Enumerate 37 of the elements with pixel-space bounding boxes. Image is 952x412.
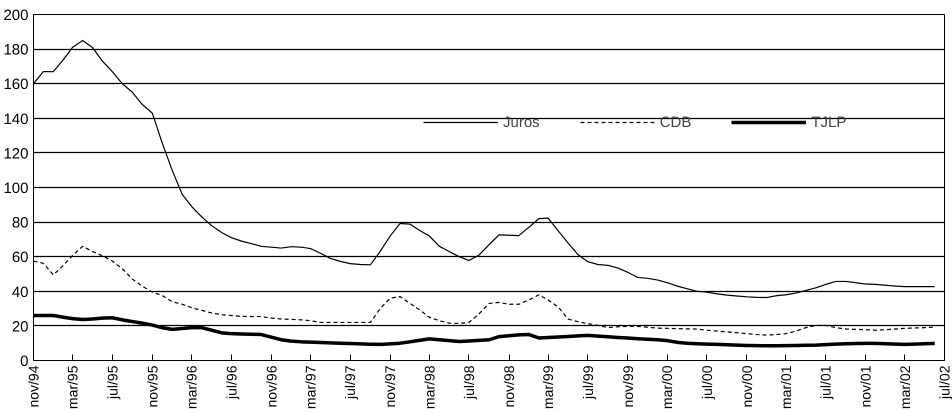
x-tick-label: nov/95 [144,365,160,408]
legend-label: TJLP [811,114,846,130]
x-tick-label: mar/95 [64,365,81,410]
x-tick-label: mar/01 [778,365,794,410]
x-tick-label: jul/95 [104,365,120,400]
y-tick-label: 100 [3,180,29,197]
x-tick-label: nov/99 [620,365,636,408]
x-tick-label: mar/00 [659,365,676,410]
x-tick-label: mar/97 [302,365,318,410]
x-tick-label: jul/99 [580,365,596,400]
x-tick-label: mar/99 [540,365,556,410]
y-tick-label: 40 [12,284,29,301]
x-tick-label: mar/02 [896,365,913,410]
x-tick-label: nov/94 [26,365,42,408]
x-tick-label: nov/00 [738,365,755,408]
y-tick-label: 20 [12,318,29,336]
x-tick-label: mar/98 [421,365,438,410]
y-tick-label: 140 [3,110,29,128]
y-tick-label: 160 [3,76,29,94]
x-tick-label: nov/96 [263,365,280,408]
y-tick-label: 180 [3,42,29,59]
x-tick-label: mar/96 [184,365,200,410]
x-tick-label: nov/97 [382,365,398,408]
y-tick-label: 0 [20,353,28,370]
x-tick-label: nov/98 [501,365,518,408]
x-tick-label: nov/01 [858,365,874,408]
y-tick-label: 200 [3,7,29,24]
x-tick-label: jul/00 [698,365,715,400]
y-tick-label: 60 [12,249,29,266]
legend-label: Juros [503,114,540,130]
y-tick-label: 120 [3,145,29,162]
x-tick-label: jul/01 [818,365,834,400]
legend-label: CDB [660,114,692,130]
x-tick-label: jul/96 [223,365,240,400]
y-tick-label: 80 [12,214,29,232]
x-tick-label: jul/97 [342,365,358,400]
x-tick-label: jul/98 [460,365,477,400]
